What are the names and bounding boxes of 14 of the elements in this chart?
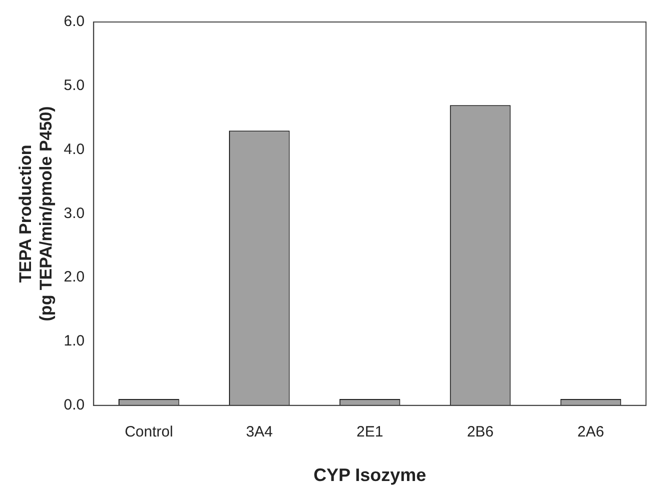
y-tick-label: 0.0 [64, 396, 85, 414]
x-tick-label: 2A6 [577, 424, 604, 441]
y-tick-label: 4.0 [64, 140, 85, 158]
y-axis-title: TEPA Production (pg TEPA/min/pmole P450) [16, 106, 56, 322]
y-tick-label: 1.0 [64, 332, 85, 350]
x-tick-label: Control [124, 424, 174, 441]
y-tick-label: 6.0 [64, 13, 85, 30]
y-tick-label: 5.0 [64, 77, 85, 94]
x-tick-label: 2B6 [466, 424, 494, 441]
x-tick-label: 2E1 [356, 424, 384, 441]
x-axis-title: CYP Isozyme [313, 465, 426, 486]
y-tick-label: 2.0 [64, 268, 85, 286]
x-tick-label: 3A4 [246, 424, 273, 441]
y-tick-label: 3.0 [64, 204, 85, 222]
